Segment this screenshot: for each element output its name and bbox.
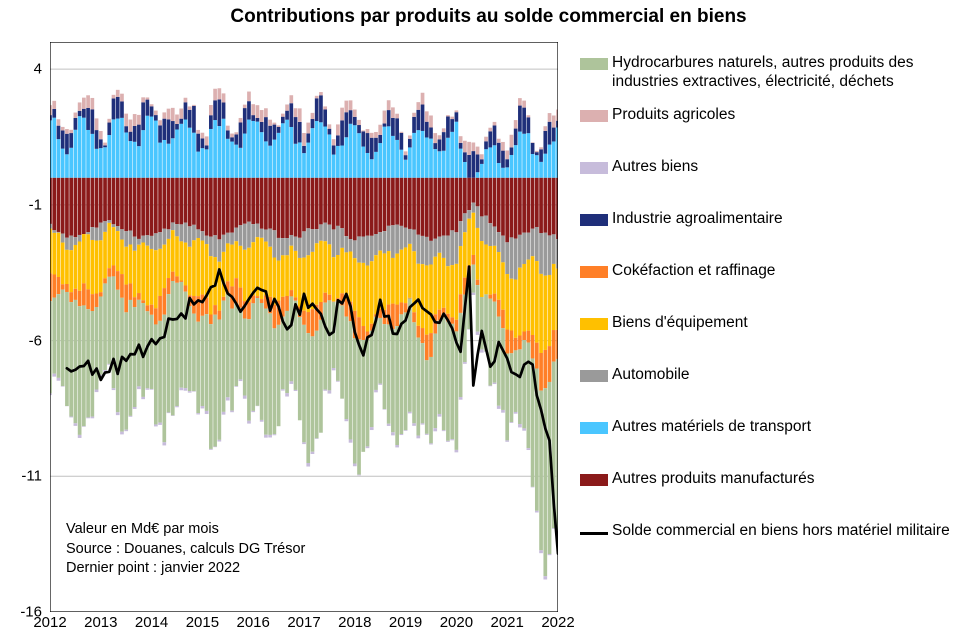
- legend-item: Produits agricoles: [580, 106, 960, 158]
- x-tick-label: 2016: [237, 614, 270, 631]
- legend-swatch: [580, 266, 608, 278]
- chart-title: Contributions par produits au solde comm…: [0, 6, 977, 28]
- legend-item: Cokéfaction et raffinage: [580, 262, 960, 314]
- figure: Contributions par produits au solde comm…: [0, 0, 977, 636]
- x-tick-label: 2020: [440, 614, 473, 631]
- note-line: Valeur en Md€ par mois: [66, 520, 305, 540]
- x-tick-label: 2021: [491, 614, 524, 631]
- legend-item: Biens d'équipement: [580, 314, 960, 366]
- legend-item: Autres biens: [580, 158, 960, 210]
- legend-label: Autres matériels de transport: [612, 418, 811, 437]
- x-tick-label: 2019: [389, 614, 422, 631]
- legend-swatch: [580, 474, 608, 486]
- legend-label: Autres produits manufacturés: [612, 470, 814, 489]
- y-tick-label: -6: [0, 332, 42, 349]
- legend-swatch: [580, 162, 608, 174]
- x-tick-label: 2017: [287, 614, 320, 631]
- legend-swatch: [580, 58, 608, 70]
- note-line: Dernier point : janvier 2022: [66, 559, 305, 579]
- y-tick-label: -1: [0, 196, 42, 213]
- legend-label: Autres biens: [612, 158, 698, 177]
- x-tick-label: 2012: [33, 614, 66, 631]
- legend-swatch: [580, 422, 608, 434]
- legend-label: Produits agricoles: [612, 106, 735, 125]
- legend-item: Autres matériels de transport: [580, 418, 960, 470]
- legend-label: Biens d'équipement: [612, 314, 748, 333]
- legend-label: Hydrocarbures naturels, autres produits …: [612, 54, 960, 91]
- legend-label: Cokéfaction et raffinage: [612, 262, 775, 281]
- legend: Hydrocarbures naturels, autres produits …: [580, 54, 960, 574]
- x-tick-label: 2013: [84, 614, 117, 631]
- note-line: Source : Douanes, calculs DG Trésor: [66, 540, 305, 560]
- legend-swatch: [580, 214, 608, 226]
- legend-item: Automobile: [580, 366, 960, 418]
- legend-label: Industrie agroalimentaire: [612, 210, 783, 229]
- x-tick-label: 2015: [186, 614, 219, 631]
- legend-item: Hydrocarbures naturels, autres produits …: [580, 54, 960, 106]
- x-axis-ticks: 2012201320142015201620172018201920202021…: [50, 614, 558, 636]
- legend-label: Solde commercial en biens hors matériel …: [612, 522, 950, 541]
- source-notes: Valeur en Md€ par moisSource : Douanes, …: [66, 520, 305, 579]
- legend-swatch: [580, 110, 608, 122]
- legend-item: Solde commercial en biens hors matériel …: [580, 522, 960, 574]
- legend-item: Industrie agroalimentaire: [580, 210, 960, 262]
- y-tick-label: 4: [0, 61, 42, 78]
- x-tick-label: 2018: [338, 614, 371, 631]
- y-tick-label: -11: [0, 468, 42, 485]
- legend-swatch: [580, 318, 608, 330]
- legend-item: Autres produits manufacturés: [580, 470, 960, 522]
- x-tick-label: 2014: [135, 614, 168, 631]
- legend-line-swatch: [580, 532, 608, 535]
- x-tick-label: 2022: [541, 614, 574, 631]
- legend-label: Automobile: [612, 366, 690, 385]
- legend-swatch: [580, 370, 608, 382]
